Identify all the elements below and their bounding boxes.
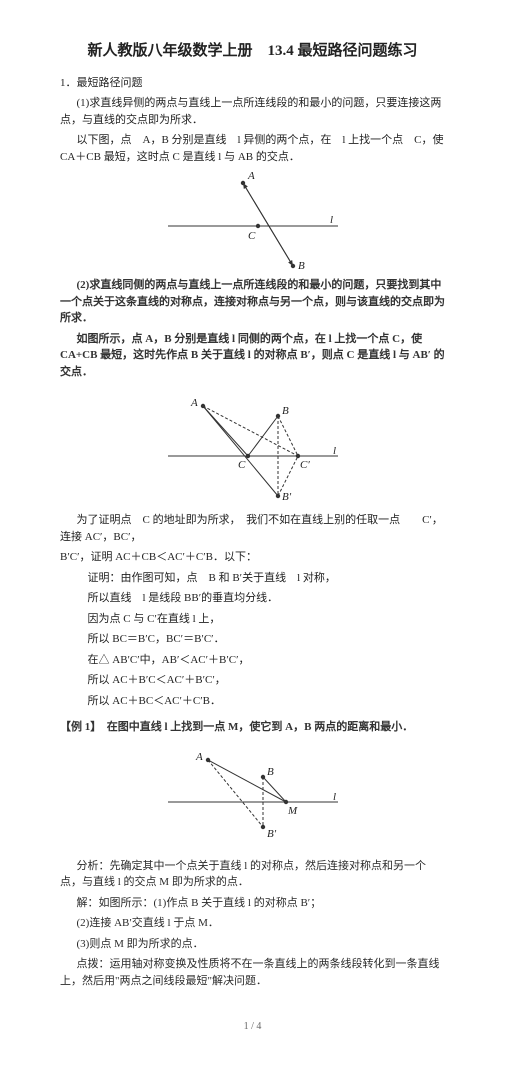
para-11: 在△ AB′C′中，AB′＜AC′＋B′C′， bbox=[60, 652, 445, 669]
para-10: 所以 BC＝B′C，BC′＝B′C′． bbox=[60, 631, 445, 648]
para-15: 解：如图所示：(1)作点 B 关于直线 l 的对称点 B′； bbox=[60, 895, 445, 912]
figure-1: l A B C bbox=[158, 171, 348, 271]
section-heading: 1．最短路径问题 bbox=[60, 75, 445, 92]
para-1: (1)求直线异侧的两点与直线上一点所连线段的和最小的问题，只要连接这两点，与直线… bbox=[60, 95, 445, 128]
para-9: 因为点 C 与 C′在直线 l 上， bbox=[60, 611, 445, 628]
para-4: 如图所示，点 A，B 分别是直线 l 同侧的两个点，在 l 上找一个点 C，使 … bbox=[60, 331, 445, 381]
para-5: 为了证明点 C 的地址即为所求， 我们不如在直线上别的任取一点 C′，连接 AC… bbox=[60, 512, 445, 545]
para-16: (2)连接 AB′交直线 l 于点 M． bbox=[60, 915, 445, 932]
svg-text:A: A bbox=[195, 751, 203, 763]
para-14: 分析：先确定其中一个点关于直线 l 的对称点，然后连接对称点和另一个点，与直线 … bbox=[60, 858, 445, 891]
svg-text:B: B bbox=[298, 260, 305, 271]
svg-text:C: C bbox=[248, 230, 256, 242]
svg-text:B′: B′ bbox=[282, 491, 292, 503]
para-6: B′C′，证明 AC＋CB＜AC′＋C′B．以下： bbox=[60, 549, 445, 566]
para-3: (2)求直线同侧的两点与直线上一点所连线段的和最小的问题，只要找到其中一个点关于… bbox=[60, 277, 445, 327]
para-7: 证明：由作图可知，点 B 和 B′关于直线 l 对称， bbox=[60, 570, 445, 587]
para-12: 所以 AC＋B′C＜AC′＋B′C′， bbox=[60, 672, 445, 689]
para-17: (3)则点 M 即为所求的点． bbox=[60, 936, 445, 953]
para-13: 所以 AC＋BC＜AC′＋C′B． bbox=[60, 693, 445, 710]
page-footer: 1 / 4 bbox=[60, 1019, 445, 1034]
svg-text:l: l bbox=[330, 214, 333, 226]
svg-text:A: A bbox=[247, 171, 255, 182]
svg-text:C′: C′ bbox=[300, 459, 310, 471]
page-title: 新人教版八年级数学上册 13.4 最短路径问题练习 bbox=[60, 40, 445, 63]
svg-text:B′: B′ bbox=[267, 828, 277, 840]
figure-3: l A B B′ M bbox=[158, 742, 348, 852]
para-2: 以下图，点 A，B 分别是直线 l 异侧的两个点，在 l 上找一个点 C，使 C… bbox=[60, 132, 445, 165]
svg-text:B: B bbox=[282, 405, 289, 417]
svg-text:M: M bbox=[287, 805, 298, 817]
svg-text:l: l bbox=[333, 445, 336, 457]
svg-text:B: B bbox=[267, 766, 274, 778]
para-18: 点拨：运用轴对称变换及性质将不在一条直线上的两条线段转化到一条直线上，然后用"两… bbox=[60, 956, 445, 989]
para-8: 所以直线 l 是线段 BB′的垂直均分线． bbox=[60, 590, 445, 607]
svg-text:l: l bbox=[333, 791, 336, 803]
example-1: 【例 1】 在图中直线 l 上找到一点 M，使它到 A，B 两点的距离和最小． bbox=[60, 719, 445, 736]
figure-2: l A B B′ C C′ bbox=[158, 386, 348, 506]
svg-text:C: C bbox=[238, 459, 246, 471]
svg-text:A: A bbox=[190, 397, 198, 409]
